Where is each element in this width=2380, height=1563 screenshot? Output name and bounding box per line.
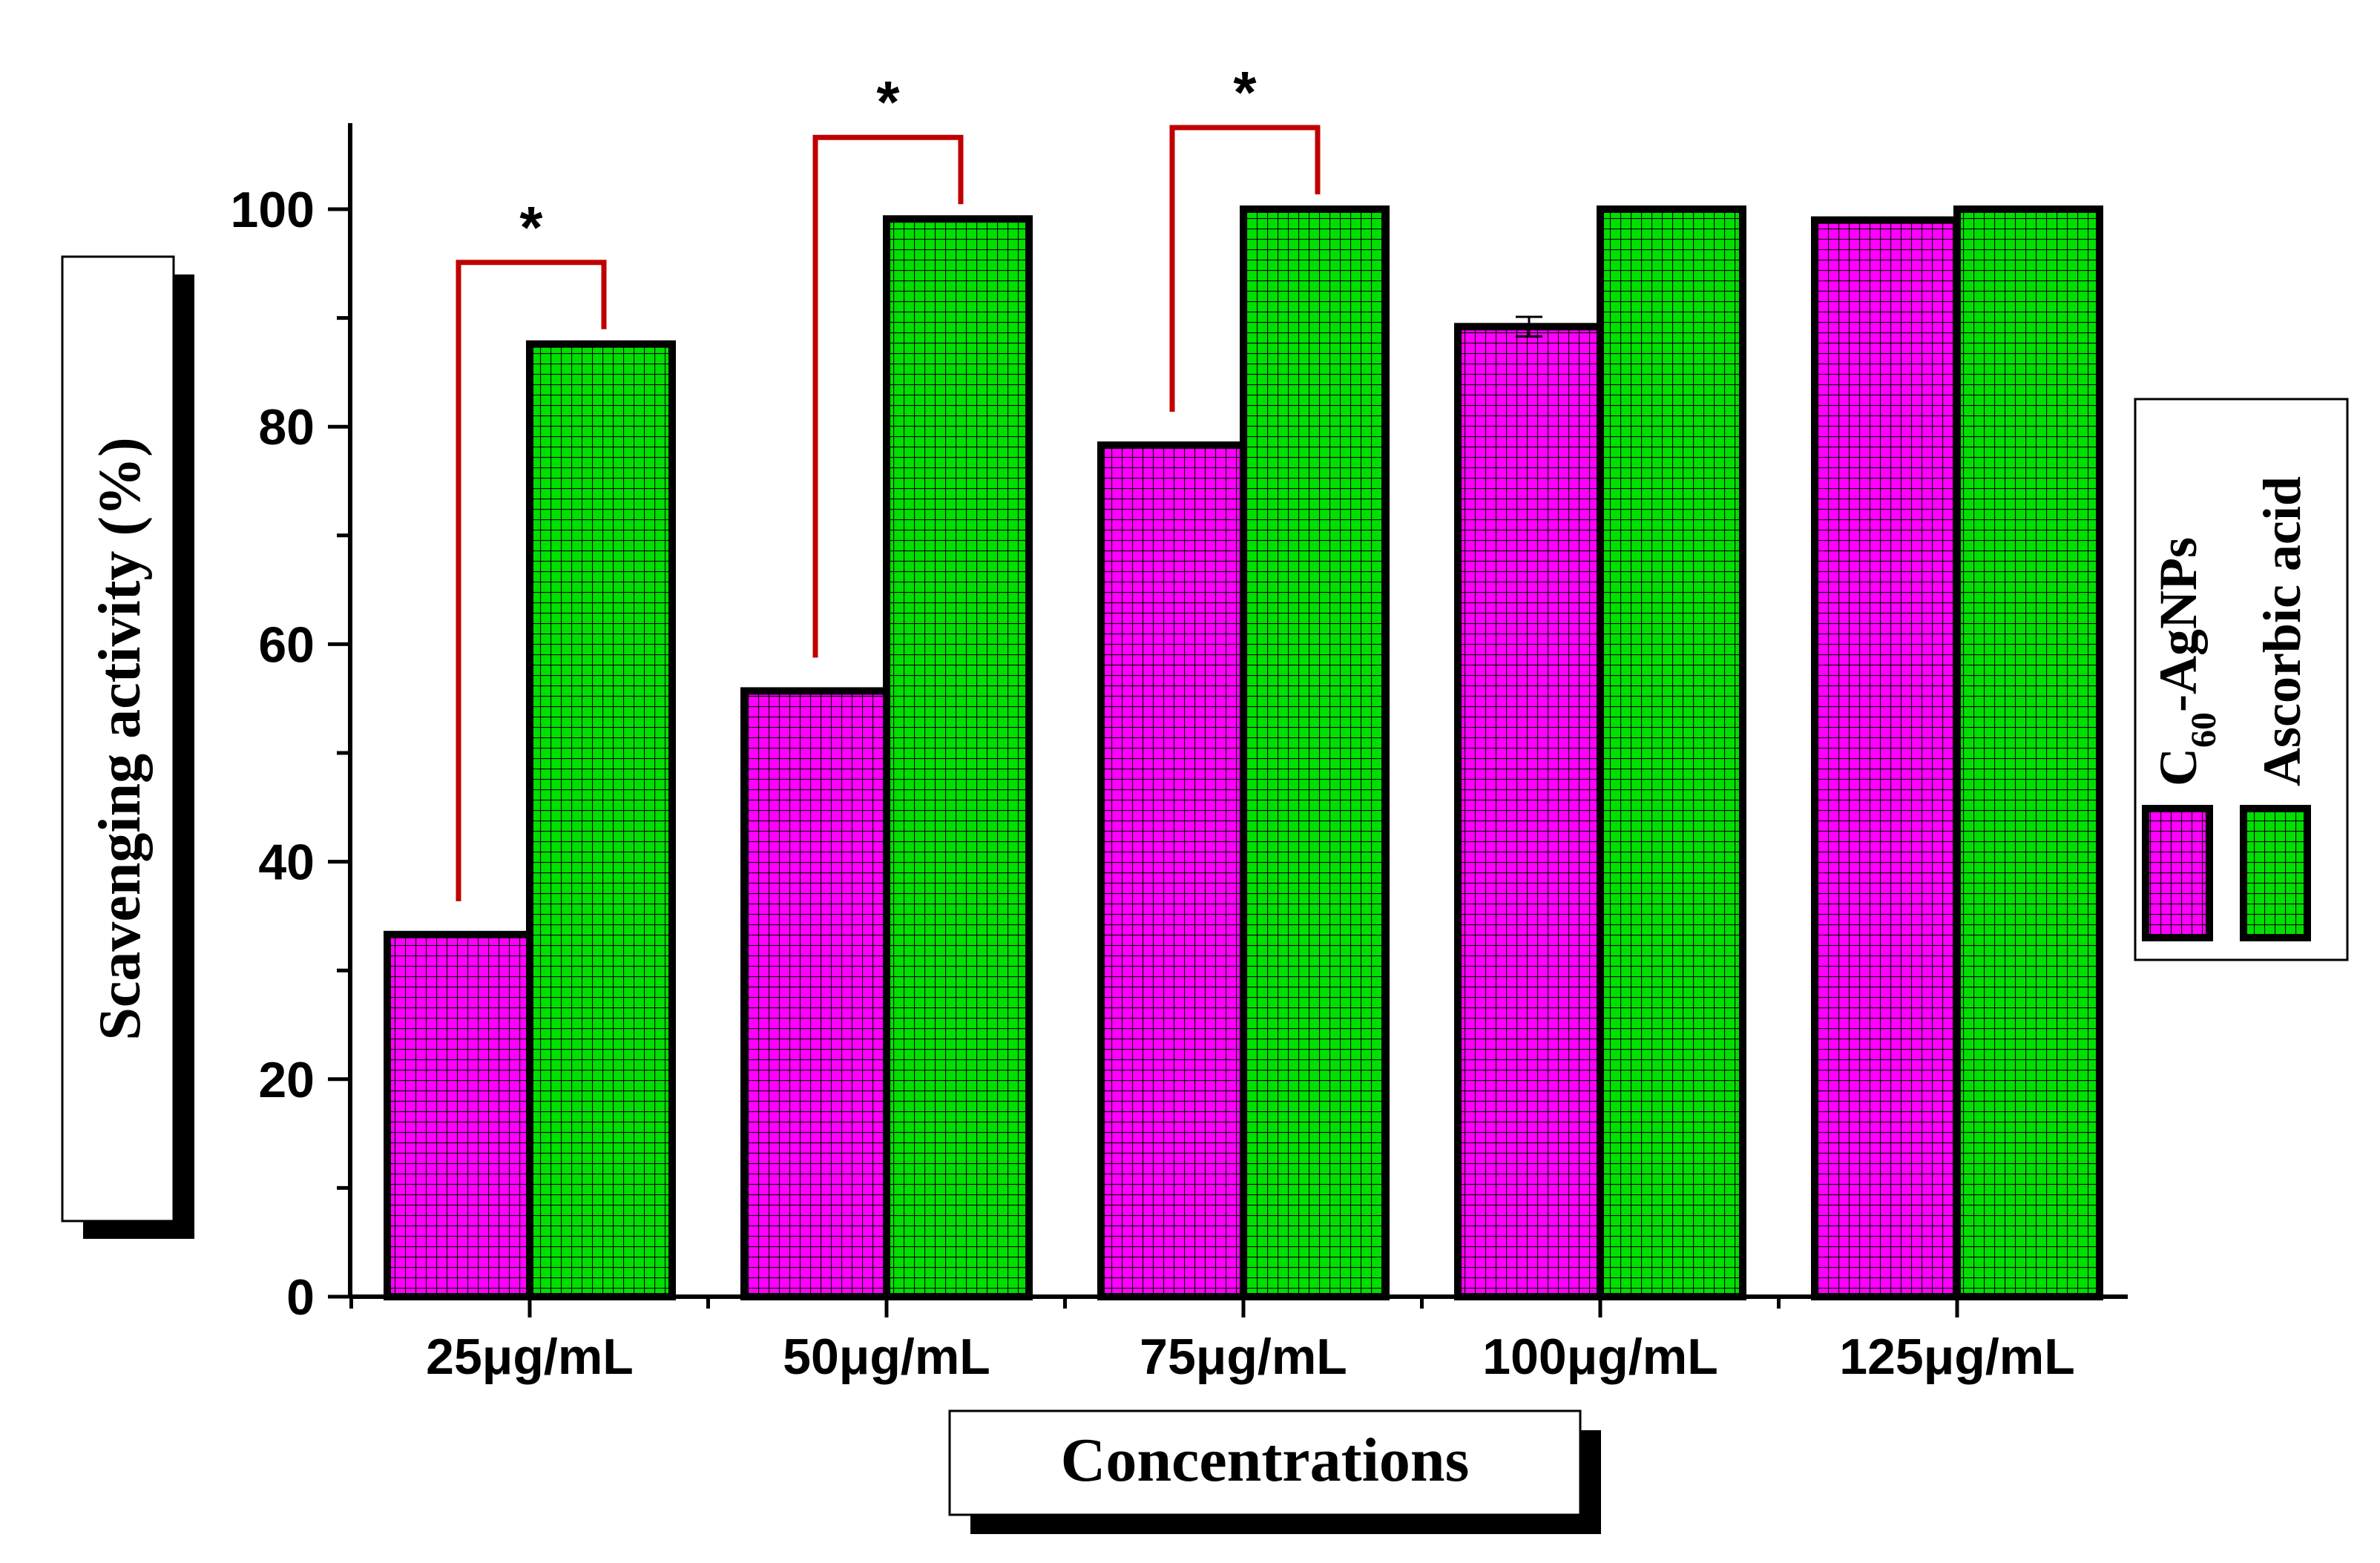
- x-axis-title-box: Concentrations: [948, 1409, 1601, 1534]
- significance-star-2: *: [1233, 59, 1257, 125]
- bar-grid-0-0: [387, 934, 530, 1297]
- y-tick-label-0: 0: [286, 1269, 315, 1326]
- significance-star-1: *: [876, 69, 900, 135]
- legend: C60-AgNPs Ascorbic acid: [2134, 398, 2349, 961]
- legend-label-ascorbic-acid: Ascorbic acid: [2252, 476, 2312, 786]
- bar-grid-1-1: [887, 219, 1029, 1297]
- x-tick-label-4: 125μg/mL: [1839, 1329, 2075, 1385]
- legend-swatch-ascorbic-acid-grid: [2243, 809, 2307, 938]
- y-tick-label-20: 20: [258, 1052, 315, 1108]
- bar-grid-0-2: [1101, 445, 1243, 1297]
- y-axis-title-box: Scavenging activity (%): [61, 255, 194, 1239]
- bar-grid-0-4: [1815, 220, 1957, 1297]
- x-tick-label-3: 100μg/mL: [1482, 1329, 1718, 1385]
- significance-layer: * * *: [456, 59, 1321, 901]
- legend-swatch-c60-agnps-grid: [2146, 809, 2209, 938]
- axes-layer: 0 20 40 60 80 100 25μg/mL 50μg/mL 75μg/mL 100μg/m…: [231, 123, 2128, 1385]
- bar-grid-1-0: [530, 343, 672, 1297]
- bar-grid-1-4: [1957, 209, 2100, 1297]
- bars-layer: [384, 205, 2103, 1301]
- y-tick-label-80: 80: [258, 399, 315, 455]
- bar-grid-0-1: [744, 691, 887, 1297]
- significance-bracket-0: [456, 260, 607, 901]
- significance-bracket-2: [1169, 125, 1321, 412]
- x-tick-label-1: 50μg/mL: [783, 1329, 990, 1385]
- bar-grid-0-3: [1458, 326, 1600, 1297]
- y-tick-label-60: 60: [258, 616, 315, 673]
- x-tick-label-2: 75μg/mL: [1140, 1329, 1347, 1385]
- y-axis-title: Scavenging activity (%): [88, 437, 153, 1040]
- significance-bracket-1: [812, 134, 964, 658]
- y-tick-label-100: 100: [231, 182, 315, 238]
- bar-grid-1-2: [1243, 209, 1386, 1297]
- significance-star-0: *: [519, 194, 543, 260]
- y-tick-label-40: 40: [258, 835, 315, 891]
- x-axis-title: Concentrations: [1061, 1426, 1470, 1495]
- legend-label-c60-agnps: C60-AgNPs: [2149, 537, 2223, 786]
- bar-grid-1-3: [1600, 209, 1743, 1297]
- x-tick-label-0: 25μg/mL: [426, 1329, 634, 1385]
